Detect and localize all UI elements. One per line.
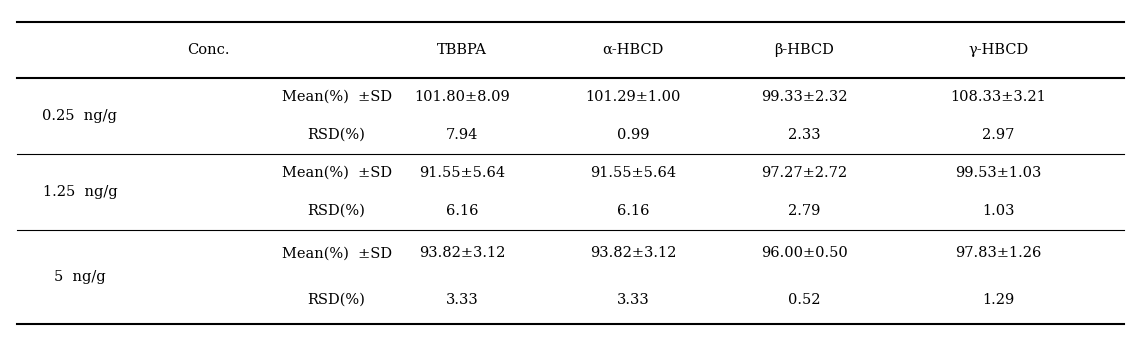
Text: 6.16: 6.16	[617, 204, 649, 218]
Text: 97.83±1.26: 97.83±1.26	[955, 246, 1042, 261]
Text: 7.94: 7.94	[446, 128, 478, 142]
Text: 2.33: 2.33	[788, 128, 820, 142]
Text: 1.25  ng/g: 1.25 ng/g	[42, 185, 118, 199]
Text: Mean(%)  ±SD: Mean(%) ±SD	[282, 246, 391, 261]
Text: 2.97: 2.97	[982, 128, 1014, 142]
Text: 1.03: 1.03	[982, 204, 1014, 218]
Text: γ-HBCD: γ-HBCD	[969, 43, 1028, 57]
Text: Mean(%)  ±SD: Mean(%) ±SD	[282, 166, 391, 180]
Text: 96.00±0.50: 96.00±0.50	[761, 246, 848, 261]
Text: 3.33: 3.33	[446, 293, 478, 307]
Text: 91.55±5.64: 91.55±5.64	[419, 166, 505, 180]
Text: 0.52: 0.52	[788, 293, 820, 307]
Text: 1.29: 1.29	[982, 293, 1014, 307]
Text: Conc.: Conc.	[187, 43, 229, 57]
Text: 101.29±1.00: 101.29±1.00	[585, 90, 681, 104]
Text: Mean(%)  ±SD: Mean(%) ±SD	[282, 90, 391, 104]
Text: 5  ng/g: 5 ng/g	[54, 270, 106, 284]
Text: 3.33: 3.33	[617, 293, 649, 307]
Text: RSD(%): RSD(%)	[308, 293, 365, 307]
Text: 91.55±5.64: 91.55±5.64	[590, 166, 677, 180]
Text: 101.80±8.09: 101.80±8.09	[414, 90, 510, 104]
Text: 0.25  ng/g: 0.25 ng/g	[42, 109, 118, 123]
Text: 6.16: 6.16	[446, 204, 478, 218]
Text: RSD(%): RSD(%)	[308, 204, 365, 218]
Text: 93.82±3.12: 93.82±3.12	[590, 246, 677, 261]
Text: 99.53±1.03: 99.53±1.03	[955, 166, 1042, 180]
Text: 97.27±2.72: 97.27±2.72	[761, 166, 848, 180]
Text: α-HBCD: α-HBCD	[602, 43, 664, 57]
Text: 108.33±3.21: 108.33±3.21	[950, 90, 1046, 104]
Text: 2.79: 2.79	[788, 204, 820, 218]
Text: β-HBCD: β-HBCD	[775, 43, 834, 57]
Text: RSD(%): RSD(%)	[308, 128, 365, 142]
Text: TBBPA: TBBPA	[437, 43, 487, 57]
Text: 0.99: 0.99	[617, 128, 649, 142]
Text: 99.33±2.32: 99.33±2.32	[761, 90, 848, 104]
Text: 93.82±3.12: 93.82±3.12	[419, 246, 505, 261]
